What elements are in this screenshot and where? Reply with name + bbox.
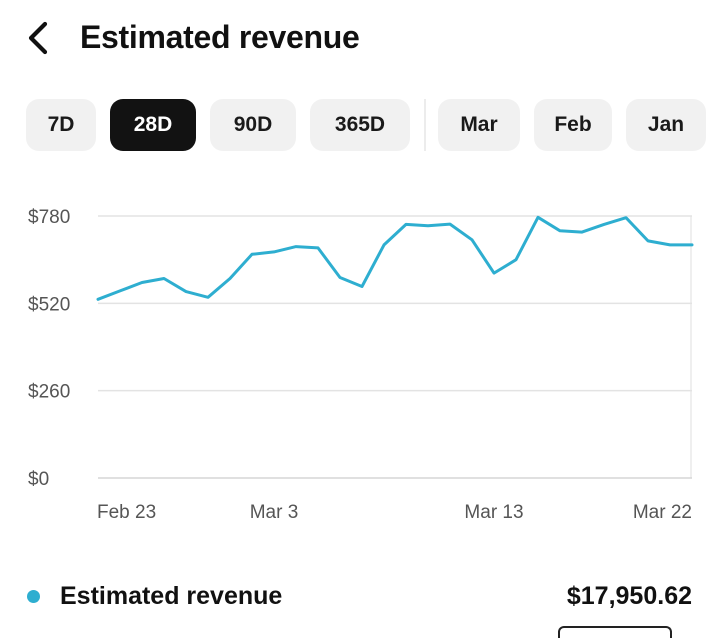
legend-label: Estimated revenue [60,582,283,610]
range-chip-28d[interactable]: 28D [110,99,196,151]
back-button[interactable] [16,14,60,62]
month-chip-jan[interactable]: Jan [626,99,706,151]
month-chip-mar[interactable]: Mar [438,99,520,151]
page-title: Estimated revenue [80,19,360,55]
legend-dot [27,590,40,603]
range-chip-7d[interactable]: 7D [26,99,96,151]
tab-divider [424,99,426,151]
chevron-left-icon [28,21,48,55]
header: Estimated revenue [0,0,720,78]
date-range-tabs: 7D 28D 90D 365D Mar Feb Jan [26,98,720,152]
x-tick-label: Feb 23 [97,502,156,523]
line-chart-svg: $0 $260 $520 $780 Feb 23 Mar 3 Mar 13 Mar 22 [28,207,694,523]
y-tick-label: $260 [28,382,70,403]
x-tick-label: Mar 13 [464,502,523,523]
range-chip-90d[interactable]: 90D [210,99,296,151]
revenue-chart[interactable]: $0 $260 $520 $780 Feb 23 Mar 3 Mar 13 Mar 22 [0,190,720,535]
y-tick-label: $0 [28,469,49,490]
range-chip-365d[interactable]: 365D [310,99,410,151]
x-tick-label: Mar 3 [250,502,299,523]
legend-row: Estimated revenue $17,950.62 [0,572,720,620]
y-tick-label: $780 [28,207,70,228]
month-chip-feb[interactable]: Feb [534,99,612,151]
x-tick-label: Mar 22 [633,502,692,523]
revenue-series-line [96,215,694,301]
total-revenue-value: $17,950.62 [566,582,692,610]
y-tick-label: $520 [28,294,70,315]
next-section-peek [558,626,672,638]
hover-highlight-band [690,216,692,478]
